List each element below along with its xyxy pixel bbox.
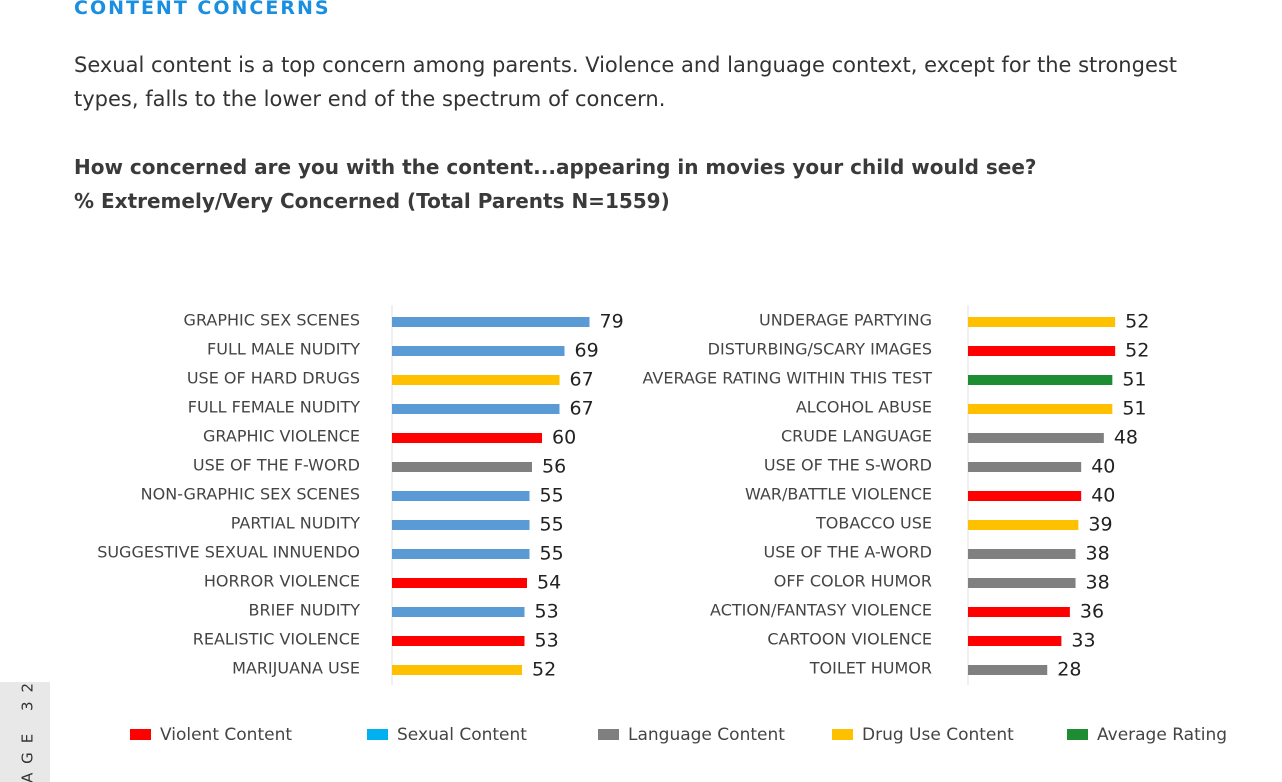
category-label: WAR/BATTLE VIOLENCE (745, 485, 932, 504)
legend-label: Language Content (628, 725, 785, 745)
value-label: 40 (1091, 456, 1115, 478)
category-label: ACTION/FANTASY VIOLENCE (710, 601, 932, 620)
bar (392, 433, 542, 443)
category-label: USE OF THE F-WORD (193, 456, 360, 475)
value-label: 53 (535, 601, 559, 623)
section-heading: CONTENT CONCERNS (74, 0, 331, 19)
bar (392, 607, 525, 617)
bar (392, 665, 522, 675)
bar (392, 636, 525, 646)
value-label: 33 (1071, 630, 1095, 652)
legend-swatch (1067, 729, 1088, 740)
bar (392, 317, 590, 327)
bar (392, 404, 560, 414)
value-label: 67 (570, 398, 594, 420)
bar (968, 636, 1062, 646)
value-label: 55 (540, 543, 564, 565)
category-label: CRUDE LANGUAGE (781, 427, 932, 446)
value-label: 38 (1086, 572, 1110, 594)
bar (392, 462, 532, 472)
legend-swatch (832, 729, 853, 740)
value-label: 52 (1125, 340, 1149, 362)
value-label: 52 (532, 659, 556, 681)
category-label: DISTURBING/SCARY IMAGES (708, 340, 932, 359)
value-label: 55 (540, 485, 564, 507)
bar (968, 462, 1082, 472)
bar (968, 346, 1116, 356)
bar (968, 607, 1070, 617)
category-label: USE OF THE S-WORD (764, 456, 932, 475)
category-label: AVERAGE RATING WITHIN THIS TEST (642, 369, 932, 388)
category-label: GRAPHIC VIOLENCE (203, 427, 360, 446)
category-label: BRIEF NUDITY (249, 601, 361, 620)
legend-label: Sexual Content (397, 725, 527, 745)
bar (392, 491, 530, 501)
category-label: UNDERAGE PARTYING (759, 311, 932, 330)
bar (968, 375, 1113, 385)
legend-label: Drug Use Content (862, 725, 1014, 745)
category-label: USE OF HARD DRUGS (187, 369, 360, 388)
chart-question: How concerned are you with the content..… (74, 150, 1037, 218)
page-tab (0, 682, 50, 782)
value-label: 39 (1088, 514, 1112, 536)
legend-label: Violent Content (160, 725, 292, 745)
value-label: 53 (535, 630, 559, 652)
value-label: 48 (1114, 427, 1138, 449)
legend-swatch (367, 729, 388, 740)
value-label: 51 (1122, 398, 1146, 420)
value-label: 40 (1091, 485, 1115, 507)
value-label: 56 (542, 456, 566, 478)
value-label: 54 (537, 572, 561, 594)
bar (392, 549, 530, 559)
bar (968, 491, 1082, 501)
category-label: SUGGESTIVE SEXUAL INNUENDO (97, 543, 360, 562)
bar (392, 375, 560, 385)
value-label: 69 (575, 340, 599, 362)
category-label: OFF COLOR HUMOR (774, 572, 932, 591)
bar (392, 520, 530, 530)
category-label: REALISTIC VIOLENCE (193, 630, 360, 649)
value-label: 38 (1086, 543, 1110, 565)
bar (968, 317, 1116, 327)
bar (968, 665, 1048, 675)
value-label: 52 (1125, 311, 1149, 333)
legend-swatch (130, 729, 151, 740)
base-note: % Extremely/Very Concerned (Total Parent… (74, 189, 670, 213)
category-label: TOILET HUMOR (809, 659, 932, 678)
bar (968, 520, 1079, 530)
bar (392, 578, 527, 588)
value-label: 36 (1080, 601, 1104, 623)
bar (968, 433, 1104, 443)
legend-swatch (598, 729, 619, 740)
category-label: PARTIAL NUDITY (231, 514, 360, 533)
category-label: GRAPHIC SEX SCENES (184, 311, 360, 330)
category-label: USE OF THE A-WORD (763, 543, 932, 562)
legend-label: Average Rating (1097, 725, 1227, 745)
category-label: CARTOON VIOLENCE (767, 630, 932, 649)
category-label: HORROR VIOLENCE (204, 572, 360, 591)
bar (968, 578, 1076, 588)
value-label: 55 (540, 514, 564, 536)
value-label: 51 (1122, 369, 1146, 391)
value-label: 60 (552, 427, 576, 449)
value-label: 79 (600, 311, 624, 333)
category-label: NON-GRAPHIC SEX SCENES (141, 485, 360, 504)
page-label: PAGE 32 (19, 674, 37, 782)
category-label: TOBACCO USE (815, 514, 932, 533)
value-label: 67 (570, 369, 594, 391)
bar (392, 346, 565, 356)
question: How concerned are you with the content..… (74, 155, 1037, 179)
category-label: FULL FEMALE NUDITY (188, 398, 360, 417)
intro-text: Sexual content is a top concern among pa… (74, 53, 1178, 111)
category-label: ALCOHOL ABUSE (796, 398, 932, 417)
bar (968, 549, 1076, 559)
category-label: MARIJUANA USE (232, 659, 360, 678)
bar (968, 404, 1113, 414)
category-label: FULL MALE NUDITY (207, 340, 360, 359)
value-label: 28 (1057, 659, 1081, 681)
